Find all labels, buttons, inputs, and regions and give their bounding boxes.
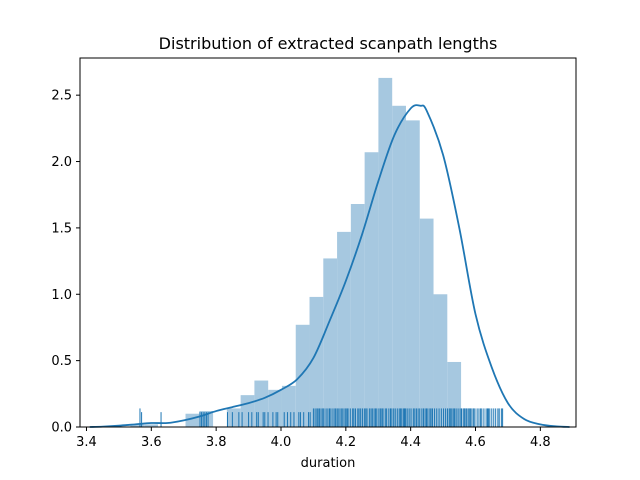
histogram-bar	[405, 120, 420, 428]
histogram-bar	[281, 385, 296, 427]
x-axis-label: duration	[301, 456, 356, 471]
histogram-bar	[392, 105, 406, 427]
histogram-bars	[130, 77, 475, 428]
x-tick-label: 3.8	[206, 435, 227, 450]
rug-marks	[139, 408, 504, 427]
y-tick-label: 0.5	[51, 354, 72, 369]
y-tick-label: 1.5	[51, 221, 72, 236]
plot-area	[79, 57, 577, 428]
y-tick-label: 1.0	[51, 288, 72, 303]
y-tick-label: 2.5	[51, 89, 72, 104]
histogram-bar	[309, 296, 324, 427]
y-axis: 0.0 0.5 1.0 1.5 2.0 2.5	[51, 89, 80, 436]
y-tick-label: 2.0	[51, 155, 72, 170]
histogram-bar	[378, 77, 393, 428]
histogram-bar	[337, 231, 351, 427]
histogram-bar	[364, 152, 379, 427]
histogram-bar	[350, 204, 365, 427]
histogram-bar	[323, 258, 338, 427]
x-axis: 3.4 3.6 3.8 4.0 4.2 4.4 4.6 4.8	[76, 427, 551, 450]
x-tick-label: 3.4	[76, 435, 97, 450]
histogram-bar	[144, 424, 158, 427]
histogram-bar	[295, 324, 310, 427]
histogram-bar	[419, 218, 434, 427]
histogram-bar	[226, 408, 241, 427]
kde-curve	[89, 104, 570, 428]
chart-title: Distribution of extracted scanpath lengt…	[159, 34, 498, 53]
x-tick-label: 4.0	[271, 435, 292, 450]
x-tick-label: 4.6	[465, 435, 486, 450]
histogram-bar	[130, 424, 145, 427]
histogram-bar	[433, 294, 448, 427]
x-tick-label: 4.8	[530, 435, 551, 450]
histogram-bar	[240, 395, 255, 427]
axes-frame	[79, 57, 577, 428]
y-tick-label: 0.0	[51, 421, 72, 436]
histogram-bar	[268, 389, 282, 427]
x-tick-label: 4.2	[335, 435, 356, 450]
x-tick-label: 3.6	[141, 435, 162, 450]
x-tick-label: 4.4	[400, 435, 421, 450]
